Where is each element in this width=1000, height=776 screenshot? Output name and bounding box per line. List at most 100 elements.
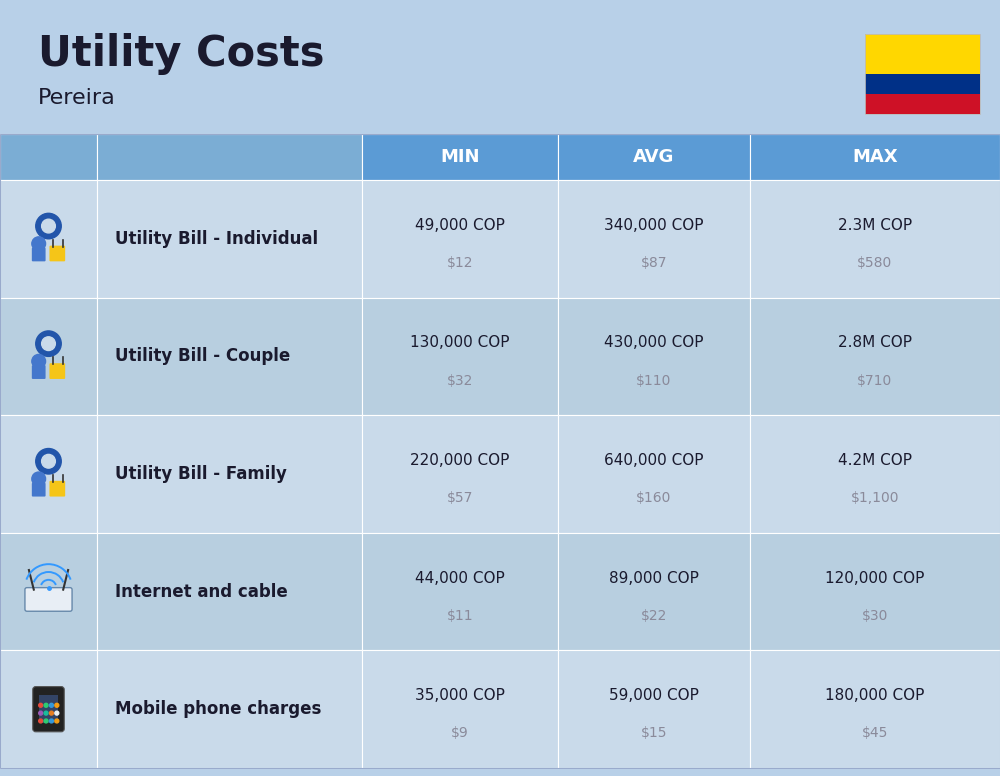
FancyBboxPatch shape [558, 415, 750, 533]
Circle shape [55, 711, 59, 715]
Text: Utility Bill - Family: Utility Bill - Family [115, 465, 287, 483]
Text: Utility Costs: Utility Costs [38, 33, 324, 75]
Circle shape [39, 703, 43, 707]
FancyBboxPatch shape [97, 415, 362, 533]
FancyBboxPatch shape [362, 134, 558, 180]
Text: 59,000 COP: 59,000 COP [609, 688, 699, 703]
Text: 340,000 COP: 340,000 COP [604, 218, 704, 233]
FancyBboxPatch shape [0, 298, 97, 415]
Text: Pereira: Pereira [38, 88, 116, 108]
Circle shape [49, 719, 53, 723]
Circle shape [42, 219, 55, 233]
FancyBboxPatch shape [362, 650, 558, 768]
Text: 2.3M COP: 2.3M COP [838, 218, 912, 233]
Text: $32: $32 [447, 373, 473, 387]
FancyBboxPatch shape [33, 687, 64, 732]
Circle shape [42, 455, 55, 468]
Circle shape [32, 355, 46, 368]
FancyBboxPatch shape [750, 134, 1000, 180]
Circle shape [36, 331, 61, 356]
FancyBboxPatch shape [558, 533, 750, 650]
Text: 220,000 COP: 220,000 COP [410, 453, 510, 468]
FancyBboxPatch shape [558, 180, 750, 298]
Text: $57: $57 [447, 491, 473, 505]
Text: 89,000 COP: 89,000 COP [609, 570, 699, 586]
FancyBboxPatch shape [0, 650, 97, 768]
Text: 35,000 COP: 35,000 COP [415, 688, 505, 703]
Text: MAX: MAX [852, 148, 898, 166]
FancyBboxPatch shape [865, 94, 980, 114]
FancyBboxPatch shape [25, 587, 72, 611]
FancyBboxPatch shape [0, 180, 97, 298]
FancyBboxPatch shape [32, 248, 46, 262]
Text: $1,100: $1,100 [851, 491, 899, 505]
FancyBboxPatch shape [362, 533, 558, 650]
FancyBboxPatch shape [750, 533, 1000, 650]
Text: Utility Bill - Couple: Utility Bill - Couple [115, 348, 290, 365]
FancyBboxPatch shape [750, 415, 1000, 533]
Text: 130,000 COP: 130,000 COP [410, 335, 510, 351]
Text: $710: $710 [857, 373, 893, 387]
Text: 44,000 COP: 44,000 COP [415, 570, 505, 586]
Text: 120,000 COP: 120,000 COP [825, 570, 925, 586]
FancyBboxPatch shape [362, 298, 558, 415]
Circle shape [44, 719, 48, 723]
Text: $45: $45 [862, 726, 888, 740]
Text: $580: $580 [857, 256, 893, 270]
FancyBboxPatch shape [97, 650, 362, 768]
Text: $12: $12 [447, 256, 473, 270]
Text: Utility Bill - Individual: Utility Bill - Individual [115, 230, 318, 248]
FancyBboxPatch shape [750, 650, 1000, 768]
Circle shape [36, 449, 61, 474]
Circle shape [44, 711, 48, 715]
Circle shape [42, 337, 55, 351]
Text: $9: $9 [451, 726, 469, 740]
FancyBboxPatch shape [558, 650, 750, 768]
FancyBboxPatch shape [0, 134, 97, 180]
FancyBboxPatch shape [558, 298, 750, 415]
Circle shape [55, 703, 59, 707]
FancyBboxPatch shape [49, 363, 65, 379]
Text: $11: $11 [447, 608, 473, 622]
Circle shape [49, 711, 53, 715]
FancyBboxPatch shape [49, 481, 65, 497]
Circle shape [39, 711, 43, 715]
Circle shape [49, 703, 53, 707]
FancyBboxPatch shape [39, 695, 58, 723]
FancyBboxPatch shape [49, 246, 65, 262]
Text: $110: $110 [636, 373, 672, 387]
Text: 4.2M COP: 4.2M COP [838, 453, 912, 468]
FancyBboxPatch shape [750, 180, 1000, 298]
Text: 640,000 COP: 640,000 COP [604, 453, 704, 468]
FancyBboxPatch shape [32, 483, 46, 497]
FancyBboxPatch shape [750, 298, 1000, 415]
FancyBboxPatch shape [362, 415, 558, 533]
Bar [0, 134, 1000, 768]
Text: MIN: MIN [440, 148, 480, 166]
Circle shape [39, 719, 43, 723]
Circle shape [44, 703, 48, 707]
Text: 2.8M COP: 2.8M COP [838, 335, 912, 351]
Text: $87: $87 [641, 256, 667, 270]
Text: 180,000 COP: 180,000 COP [825, 688, 925, 703]
Text: AVG: AVG [633, 148, 675, 166]
FancyBboxPatch shape [97, 298, 362, 415]
Circle shape [36, 213, 61, 239]
Text: Mobile phone charges: Mobile phone charges [115, 700, 321, 719]
FancyBboxPatch shape [97, 134, 362, 180]
Text: 430,000 COP: 430,000 COP [604, 335, 704, 351]
FancyBboxPatch shape [362, 180, 558, 298]
Circle shape [32, 472, 46, 486]
Circle shape [55, 719, 59, 723]
FancyBboxPatch shape [865, 74, 980, 94]
FancyBboxPatch shape [97, 533, 362, 650]
FancyBboxPatch shape [32, 365, 46, 379]
Text: $22: $22 [641, 608, 667, 622]
Text: Internet and cable: Internet and cable [115, 583, 288, 601]
FancyBboxPatch shape [0, 533, 97, 650]
Text: $30: $30 [862, 608, 888, 622]
Text: $15: $15 [641, 726, 667, 740]
Text: 49,000 COP: 49,000 COP [415, 218, 505, 233]
FancyBboxPatch shape [0, 415, 97, 533]
FancyBboxPatch shape [97, 180, 362, 298]
